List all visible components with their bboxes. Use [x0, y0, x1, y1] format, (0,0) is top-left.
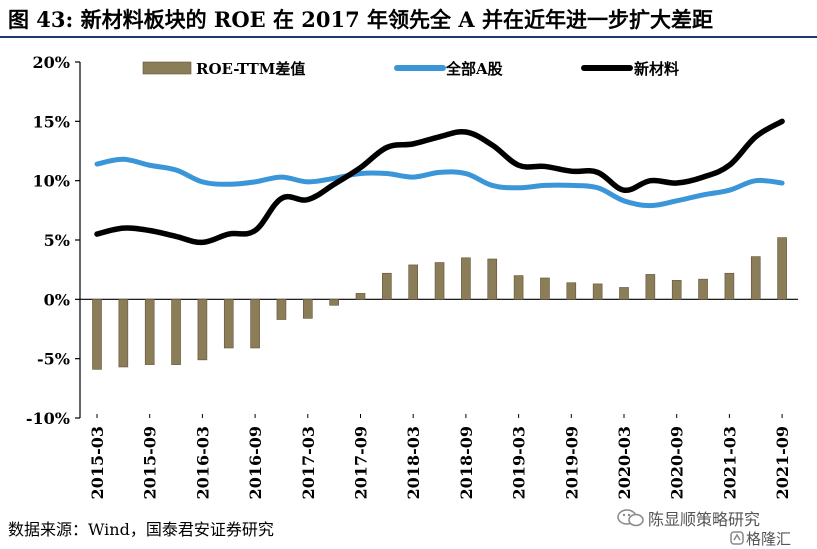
- bar-roe-diff: [250, 299, 260, 349]
- x-tick-label: 2019-09: [562, 426, 581, 499]
- wechat-icon: [617, 509, 644, 527]
- bar-roe-diff: [750, 256, 761, 300]
- y-tick-label: 0%: [44, 290, 70, 309]
- bar-roe-diff: [434, 262, 445, 300]
- bar-roe-diff: [487, 258, 498, 300]
- bar-roe-diff: [619, 287, 629, 300]
- axes: 20% 15% 10% 5% 0% -5% -10% 2015-03 2015-09 2016-0…: [26, 53, 798, 499]
- watermark: 陈显顺策略研究 格隆汇: [596, 506, 811, 548]
- bar-roe-diff: [408, 264, 419, 300]
- bar-roe-diff: [671, 280, 682, 300]
- source-note: 数据来源：Wind，国泰君安证券研究: [8, 520, 274, 539]
- gelonghui-logo-icon: [730, 531, 744, 545]
- title-bar: 图 43: 新材料板块的 ROE 在 2017 年领先全 A 并在近年进一步扩大…: [0, 0, 817, 38]
- bar-roe-diff: [302, 299, 313, 319]
- bar-roe-diff: [382, 272, 392, 300]
- legend-label-roe-diff: ROE-TTM差值: [196, 60, 305, 78]
- x-tick-label: 2017-09: [352, 426, 371, 499]
- line-all-a-shares: [94, 156, 785, 209]
- bar-roe-diff: [276, 299, 287, 320]
- y-tick-label: 10%: [33, 172, 70, 191]
- x-tick-label: 2015-03: [88, 426, 107, 499]
- x-tick-label: 2017-03: [299, 426, 318, 499]
- bar-roe-diff: [197, 299, 208, 361]
- legend: ROE-TTM差值 全部A股 新材料: [142, 60, 679, 78]
- x-tick-label: 2020-03: [615, 426, 634, 499]
- bar-roe-diff: [566, 282, 577, 300]
- bar-roe-diff: [777, 237, 787, 300]
- x-tick-label: 2021-09: [773, 426, 792, 499]
- x-tick-label: 2016-03: [193, 426, 212, 499]
- y-tick-label: -5%: [37, 350, 70, 369]
- line-new-materials: [94, 118, 785, 246]
- x-tick-label: 2018-09: [457, 426, 476, 499]
- y-tick-label: 15%: [33, 112, 70, 131]
- bar-roe-diff: [698, 278, 708, 300]
- bar-roe-diff: [223, 299, 234, 349]
- watermark-account: 陈显顺策略研究: [648, 510, 761, 529]
- legend-label-all-a: 全部A股: [445, 60, 504, 78]
- y-tick-label: 20%: [33, 53, 70, 72]
- bar-roe-diff: [355, 293, 366, 300]
- bar-roe-diff: [540, 277, 550, 300]
- bar-roe-diff: [144, 299, 155, 365]
- bar-roe-diff: [118, 299, 129, 368]
- line-series: [94, 118, 785, 246]
- chart: 20% 15% 10% 5% 0% -5% -10% 2015-03 2015-09 2016-0…: [26, 53, 798, 499]
- x-tick-label: 2020-09: [668, 426, 687, 499]
- x-tick-label: 2021-03: [720, 426, 739, 499]
- bar-roe-diff: [329, 299, 339, 306]
- bar-series: [92, 237, 787, 370]
- bar-roe-diff: [171, 299, 181, 365]
- y-tick-label: -10%: [26, 409, 70, 428]
- bar-roe-diff: [724, 272, 735, 300]
- legend-label-new-materials: 新材料: [634, 60, 679, 78]
- y-tick-label: 5%: [44, 231, 70, 250]
- bar-roe-diff: [92, 299, 102, 370]
- chart-title: 图 43: 新材料板块的 ROE 在 2017 年领先全 A 并在近年进一步扩大…: [8, 7, 713, 32]
- bar-roe-diff: [513, 275, 524, 300]
- x-tick-label: 2016-09: [246, 426, 265, 499]
- x-tick-label: 2019-03: [510, 426, 529, 499]
- bar-roe-diff: [645, 274, 656, 300]
- bar-roe-diff: [592, 283, 603, 300]
- x-tick-label: 2018-03: [404, 426, 423, 499]
- legend-swatch-roe-diff: [142, 61, 192, 75]
- x-tick-label: 2015-09: [141, 426, 160, 499]
- watermark-brand: 格隆汇: [746, 530, 792, 548]
- bar-roe-diff: [461, 257, 471, 300]
